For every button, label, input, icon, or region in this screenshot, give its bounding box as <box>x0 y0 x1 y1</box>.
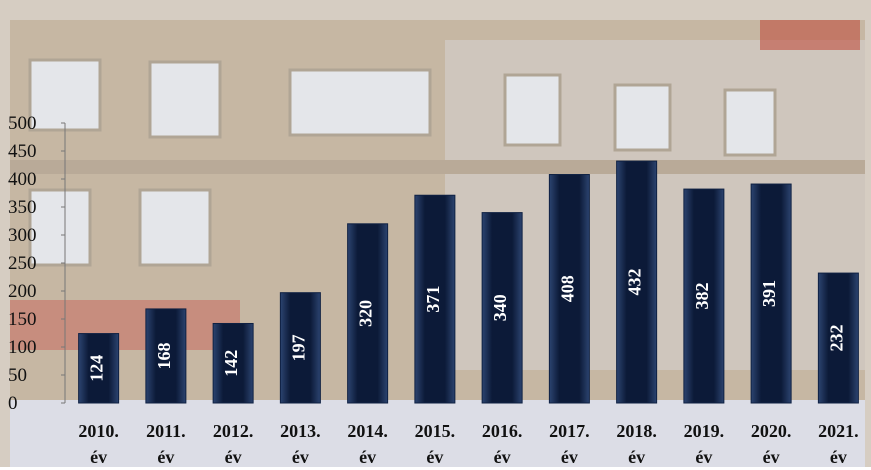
y-tick-label: 200 <box>8 281 37 302</box>
value-label: 391 <box>759 280 779 307</box>
x-tick-label: 2015. év <box>414 421 456 467</box>
x-tick-label: 2019. év <box>683 421 725 467</box>
y-tick-label: 400 <box>8 169 37 190</box>
x-tick-label: 2018. év <box>616 421 657 467</box>
value-label: 124 <box>87 355 107 382</box>
bar <box>414 194 456 404</box>
value-label: 382 <box>692 283 712 310</box>
bar <box>817 272 859 404</box>
x-tick-label: 2017. év <box>549 421 590 467</box>
value-label: 320 <box>356 300 376 327</box>
x-tick-label: 2021. év <box>818 421 859 467</box>
value-label: 232 <box>827 325 847 352</box>
y-tick-label: 250 <box>8 253 37 274</box>
y-tick-label: 300 <box>8 225 37 246</box>
bar <box>616 160 658 404</box>
value-label: 168 <box>154 342 174 369</box>
y-tick-label: 500 <box>8 113 37 134</box>
value-label: 142 <box>221 350 241 377</box>
x-tick-label: 2010. év <box>78 421 119 467</box>
value-label: 197 <box>289 334 309 361</box>
bar <box>347 223 389 404</box>
bar <box>279 292 321 404</box>
y-tick-label: 350 <box>8 197 37 218</box>
y-tick-label: 100 <box>8 337 37 358</box>
x-tick-label: 2013. év <box>280 421 321 467</box>
x-tick-label: 2014. év <box>347 421 388 467</box>
bar <box>683 188 725 404</box>
bar <box>212 322 254 404</box>
value-label: 432 <box>625 269 645 296</box>
y-tick-label: 50 <box>8 365 27 386</box>
y-tick-label: 450 <box>8 141 37 162</box>
bar <box>548 174 590 404</box>
y-tick-label: 150 <box>8 309 37 330</box>
bar <box>145 308 187 404</box>
x-tick-label: 2011. év <box>146 421 186 467</box>
value-label: 408 <box>558 275 578 302</box>
x-tick-label: 2016. év <box>481 421 523 467</box>
value-label: 340 <box>490 294 510 321</box>
x-tick-label: 2020. év <box>750 421 792 467</box>
y-tick-label: 0 <box>8 393 18 414</box>
bar <box>481 212 523 404</box>
bar <box>78 333 120 404</box>
value-label: 371 <box>423 286 443 313</box>
bar <box>750 183 792 404</box>
x-tick-label: 2012. év <box>212 421 254 467</box>
